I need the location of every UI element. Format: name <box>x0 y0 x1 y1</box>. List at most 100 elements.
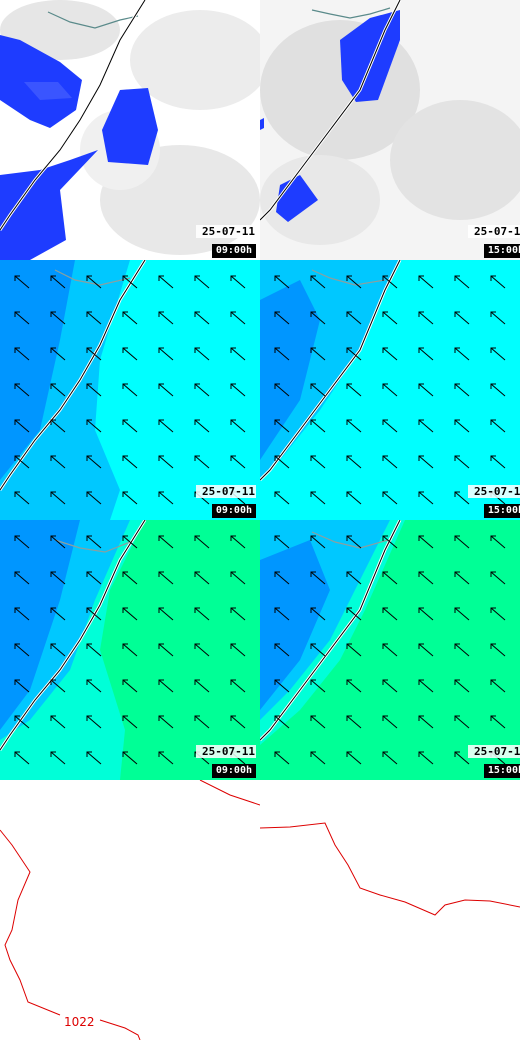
wind-arrow-icon <box>274 751 290 765</box>
cloud-map-0900 <box>0 0 260 260</box>
wind-arrow-icon <box>274 311 290 325</box>
wind-arrow-icon <box>122 571 138 585</box>
wind-arrow-head-icon <box>122 383 128 389</box>
wind-arrow-icon <box>418 383 434 397</box>
map-time: 15:00h <box>483 504 520 518</box>
wind-arrow-head-icon <box>310 571 316 577</box>
wind-arrow-icon <box>346 383 362 397</box>
wind-arrow-head-icon <box>230 275 236 281</box>
map-date: 25-07-11 <box>468 225 520 238</box>
wind-arrow-head-icon <box>310 419 316 425</box>
map-date: 25-07-11 <box>196 485 256 498</box>
wind-arrow-head-icon <box>310 491 316 497</box>
timestamp-1500: 25-07-11 15:00h <box>468 745 520 778</box>
wind-arrow-icon <box>490 571 506 585</box>
wind-arrow-icon <box>382 571 398 585</box>
wind-arrow-head-icon <box>418 311 424 317</box>
wind-arrow-head-icon <box>86 643 92 649</box>
wind2-map-panel-0900: 25-07-11 09:00h <box>0 520 260 780</box>
wind-arrow-icon <box>14 715 30 729</box>
wind-arrow-icon <box>86 607 102 621</box>
wind-arrow-head-icon <box>122 751 128 757</box>
pressure-map-0900: 1022 <box>0 780 260 1040</box>
isobar-line <box>199 780 260 806</box>
wind-arrow-icon <box>418 347 434 361</box>
wind-arrow-head-icon <box>346 419 352 425</box>
wind-arrow-icon <box>310 383 326 397</box>
wind-arrow-icon <box>86 455 102 469</box>
wind-arrow-icon <box>418 751 434 765</box>
map-time: 09:00h <box>211 504 256 518</box>
wind-arrow-icon <box>14 679 30 693</box>
wind-arrow-head-icon <box>14 383 20 389</box>
wind-arrow-icon <box>418 535 434 549</box>
wind-arrow-head-icon <box>194 275 200 281</box>
wind-arrow-head-icon <box>274 751 280 757</box>
wind-arrow-icon <box>274 275 290 289</box>
wind-arrow-head-icon <box>274 383 280 389</box>
wind-arrow-head-icon <box>346 491 352 497</box>
wind-arrow-icon <box>382 715 398 729</box>
wind-arrow-head-icon <box>158 751 164 757</box>
wind-arrow-icon <box>346 275 362 289</box>
wind-arrow-icon <box>14 751 30 765</box>
wind-arrow-icon <box>230 419 246 433</box>
wind-arrow-icon <box>122 455 138 469</box>
wind-arrow-icon <box>230 571 246 585</box>
wind-arrow-icon <box>14 607 30 621</box>
wind-arrow-head-icon <box>158 275 164 281</box>
map-date: 25-07-11 <box>468 745 520 758</box>
wind-arrow-icon <box>382 311 398 325</box>
wind-arrow-icon <box>50 679 66 693</box>
wind-arrow-head-icon <box>346 311 352 317</box>
wind-arrow-head-icon <box>382 751 388 757</box>
wind-arrow-icon <box>230 383 246 397</box>
wind-arrow-head-icon <box>230 455 236 461</box>
wind-arrow-head-icon <box>310 347 316 353</box>
wind-arrow-head-icon <box>50 751 56 757</box>
wind-arrow-icon <box>382 455 398 469</box>
wind-arrow-icon <box>230 311 246 325</box>
wind-arrow-head-icon <box>50 607 56 613</box>
wind-arrow-icon <box>454 347 470 361</box>
wind-arrow-head-icon <box>50 455 56 461</box>
wind-arrow-icon <box>274 715 290 729</box>
wind-arrow-head-icon <box>274 535 280 541</box>
map-time: 09:00h <box>211 244 256 258</box>
wind-arrow-head-icon <box>194 455 200 461</box>
wind-arrow-head-icon <box>158 347 164 353</box>
wind-arrow-head-icon <box>454 491 460 497</box>
wind-arrow-icon <box>454 491 470 505</box>
wind-arrow-head-icon <box>310 751 316 757</box>
wind-arrow-icon <box>418 643 434 657</box>
wind-arrow-head-icon <box>194 347 200 353</box>
wind-arrow-icon <box>86 751 102 765</box>
wind-arrow-head-icon <box>454 419 460 425</box>
wind-arrow-icon <box>490 383 506 397</box>
wind-arrow-icon <box>122 751 138 765</box>
wind-arrow-head-icon <box>86 455 92 461</box>
wind-arrow-icon <box>194 347 210 361</box>
wind-arrow-head-icon <box>382 347 388 353</box>
wind-arrow-head-icon <box>230 419 236 425</box>
cloud-map-panel-1500: 25-07-11 15:00h <box>260 0 520 260</box>
pressure-map-panel-1500 <box>260 780 520 1040</box>
wind-arrow-icon <box>490 311 506 325</box>
wind-arrow-icon <box>382 643 398 657</box>
wind-arrow-head-icon <box>274 571 280 577</box>
wind-arrow-icon <box>50 419 66 433</box>
wind-arrow-head-icon <box>50 535 56 541</box>
wind-arrow-icon <box>310 491 326 505</box>
wind-arrow-icon <box>418 607 434 621</box>
wind-arrow-icon <box>14 491 30 505</box>
wind-arrow-icon <box>14 571 30 585</box>
wind-arrow-icon <box>50 571 66 585</box>
wind-arrow-icon <box>158 571 174 585</box>
wind-arrow-icon <box>230 679 246 693</box>
wind-arrow-icon <box>194 275 210 289</box>
wind-arrow-icon <box>86 419 102 433</box>
wind-arrow-icon <box>158 419 174 433</box>
wind-arrow-icon <box>454 419 470 433</box>
wind-arrow-head-icon <box>158 455 164 461</box>
wind-arrow-head-icon <box>310 383 316 389</box>
